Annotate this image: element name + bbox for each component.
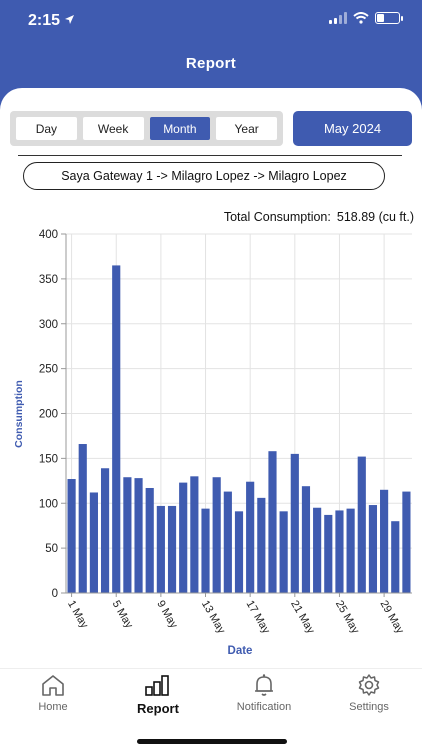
- tab-home[interactable]: Home: [8, 673, 98, 713]
- y-tick-label: 200: [39, 409, 58, 421]
- home-icon: [42, 675, 64, 696]
- tab-bar: Home Report Notification Settings: [0, 668, 422, 750]
- battery-icon: [375, 12, 403, 24]
- x-tick-label: 17 May: [244, 599, 273, 637]
- y-tick-label: 300: [39, 319, 58, 331]
- tab-settings-label: Settings: [349, 701, 389, 713]
- wifi-icon: [353, 12, 369, 24]
- bar: [223, 491, 232, 593]
- total-consumption: Total Consumption: 518.89 (cu ft.): [224, 210, 414, 224]
- bar: [78, 444, 87, 593]
- bar: [279, 511, 288, 593]
- device-path-selector[interactable]: Saya Gateway 1 -> Milagro Lopez -> Milag…: [23, 162, 385, 190]
- bar: [391, 521, 400, 593]
- divider: [18, 155, 402, 156]
- x-tick-label: 29 May: [377, 599, 406, 637]
- period-month-button[interactable]: Month: [149, 117, 211, 140]
- location-arrow-icon: [65, 15, 74, 24]
- home-indicator: [137, 739, 287, 744]
- bar: [167, 505, 177, 593]
- bar: [179, 482, 188, 593]
- bar: [112, 265, 121, 593]
- bar: [145, 487, 154, 593]
- bar: [246, 481, 255, 593]
- bar: [402, 491, 411, 593]
- report-icon: [145, 675, 169, 696]
- tab-report[interactable]: Report: [113, 673, 203, 716]
- bar: [357, 456, 366, 593]
- total-consumption-value: 518.89 (cu ft.): [336, 210, 414, 224]
- period-selector: Day Week Month Year: [10, 111, 283, 146]
- y-tick-label: 350: [39, 274, 58, 286]
- y-axis-title: Consumption: [13, 380, 25, 448]
- bar: [324, 514, 333, 593]
- x-tick-label: 25 May: [333, 599, 362, 637]
- y-tick-label: 50: [45, 543, 58, 555]
- tab-notification[interactable]: Notification: [219, 673, 309, 713]
- tab-settings[interactable]: Settings: [324, 673, 414, 713]
- bar: [257, 497, 266, 593]
- x-tick-label: 1 May: [65, 599, 91, 631]
- x-tick-label: 5 May: [110, 599, 136, 631]
- consumption-bar-chart: 0 50 100 150 200 250 300 350 400 1 May 5 May 9 May 1…: [13, 229, 412, 657]
- tab-notification-label: Notification: [236, 701, 292, 713]
- bar: [301, 486, 311, 593]
- bar: [368, 505, 378, 593]
- bar: [156, 505, 165, 593]
- signal-icon: [329, 12, 347, 24]
- y-tick-label: 150: [39, 453, 58, 465]
- y-tick-label: 250: [39, 364, 58, 376]
- device-path-label: Saya Gateway 1 -> Milagro Lopez -> Milag…: [61, 169, 347, 183]
- bar: [346, 508, 355, 593]
- report-content: Day Week Month Year May 2024 Saya Gatewa…: [0, 88, 422, 668]
- bar: [335, 510, 344, 593]
- x-tick-label: 21 May: [288, 599, 317, 637]
- bar: [123, 477, 132, 593]
- bar: [67, 479, 76, 593]
- bar: [380, 489, 389, 593]
- x-axis-title: Date: [228, 645, 253, 657]
- bar: [201, 508, 210, 593]
- total-consumption-label: Total Consumption:: [223, 210, 331, 224]
- status-icons: [329, 12, 403, 24]
- bar: [134, 478, 143, 593]
- page-title: Report: [185, 55, 237, 72]
- status-bar: 2:15: [0, 0, 422, 40]
- bar: [313, 507, 322, 593]
- period-day-button[interactable]: Day: [16, 117, 77, 140]
- x-tick-label: 13 May: [199, 599, 228, 637]
- y-tick-label: 0: [52, 588, 58, 600]
- y-tick-label: 400: [39, 229, 58, 241]
- bell-icon: [255, 674, 273, 696]
- bar: [100, 468, 110, 593]
- x-tick-label: 9 May: [154, 599, 180, 631]
- bar: [234, 511, 244, 593]
- month-picker-button[interactable]: May 2024: [293, 111, 412, 146]
- period-year-button[interactable]: Year: [216, 117, 277, 140]
- tab-report-label: Report: [137, 701, 179, 716]
- bar: [190, 476, 199, 593]
- bar: [89, 492, 98, 593]
- tab-home-label: Home: [38, 701, 68, 713]
- y-tick-label: 100: [39, 498, 58, 510]
- period-week-button[interactable]: Week: [82, 117, 144, 140]
- bar: [212, 477, 221, 593]
- gear-icon: [358, 674, 380, 696]
- bar: [268, 451, 277, 593]
- status-time: 2:15: [28, 12, 61, 29]
- bar: [290, 453, 299, 593]
